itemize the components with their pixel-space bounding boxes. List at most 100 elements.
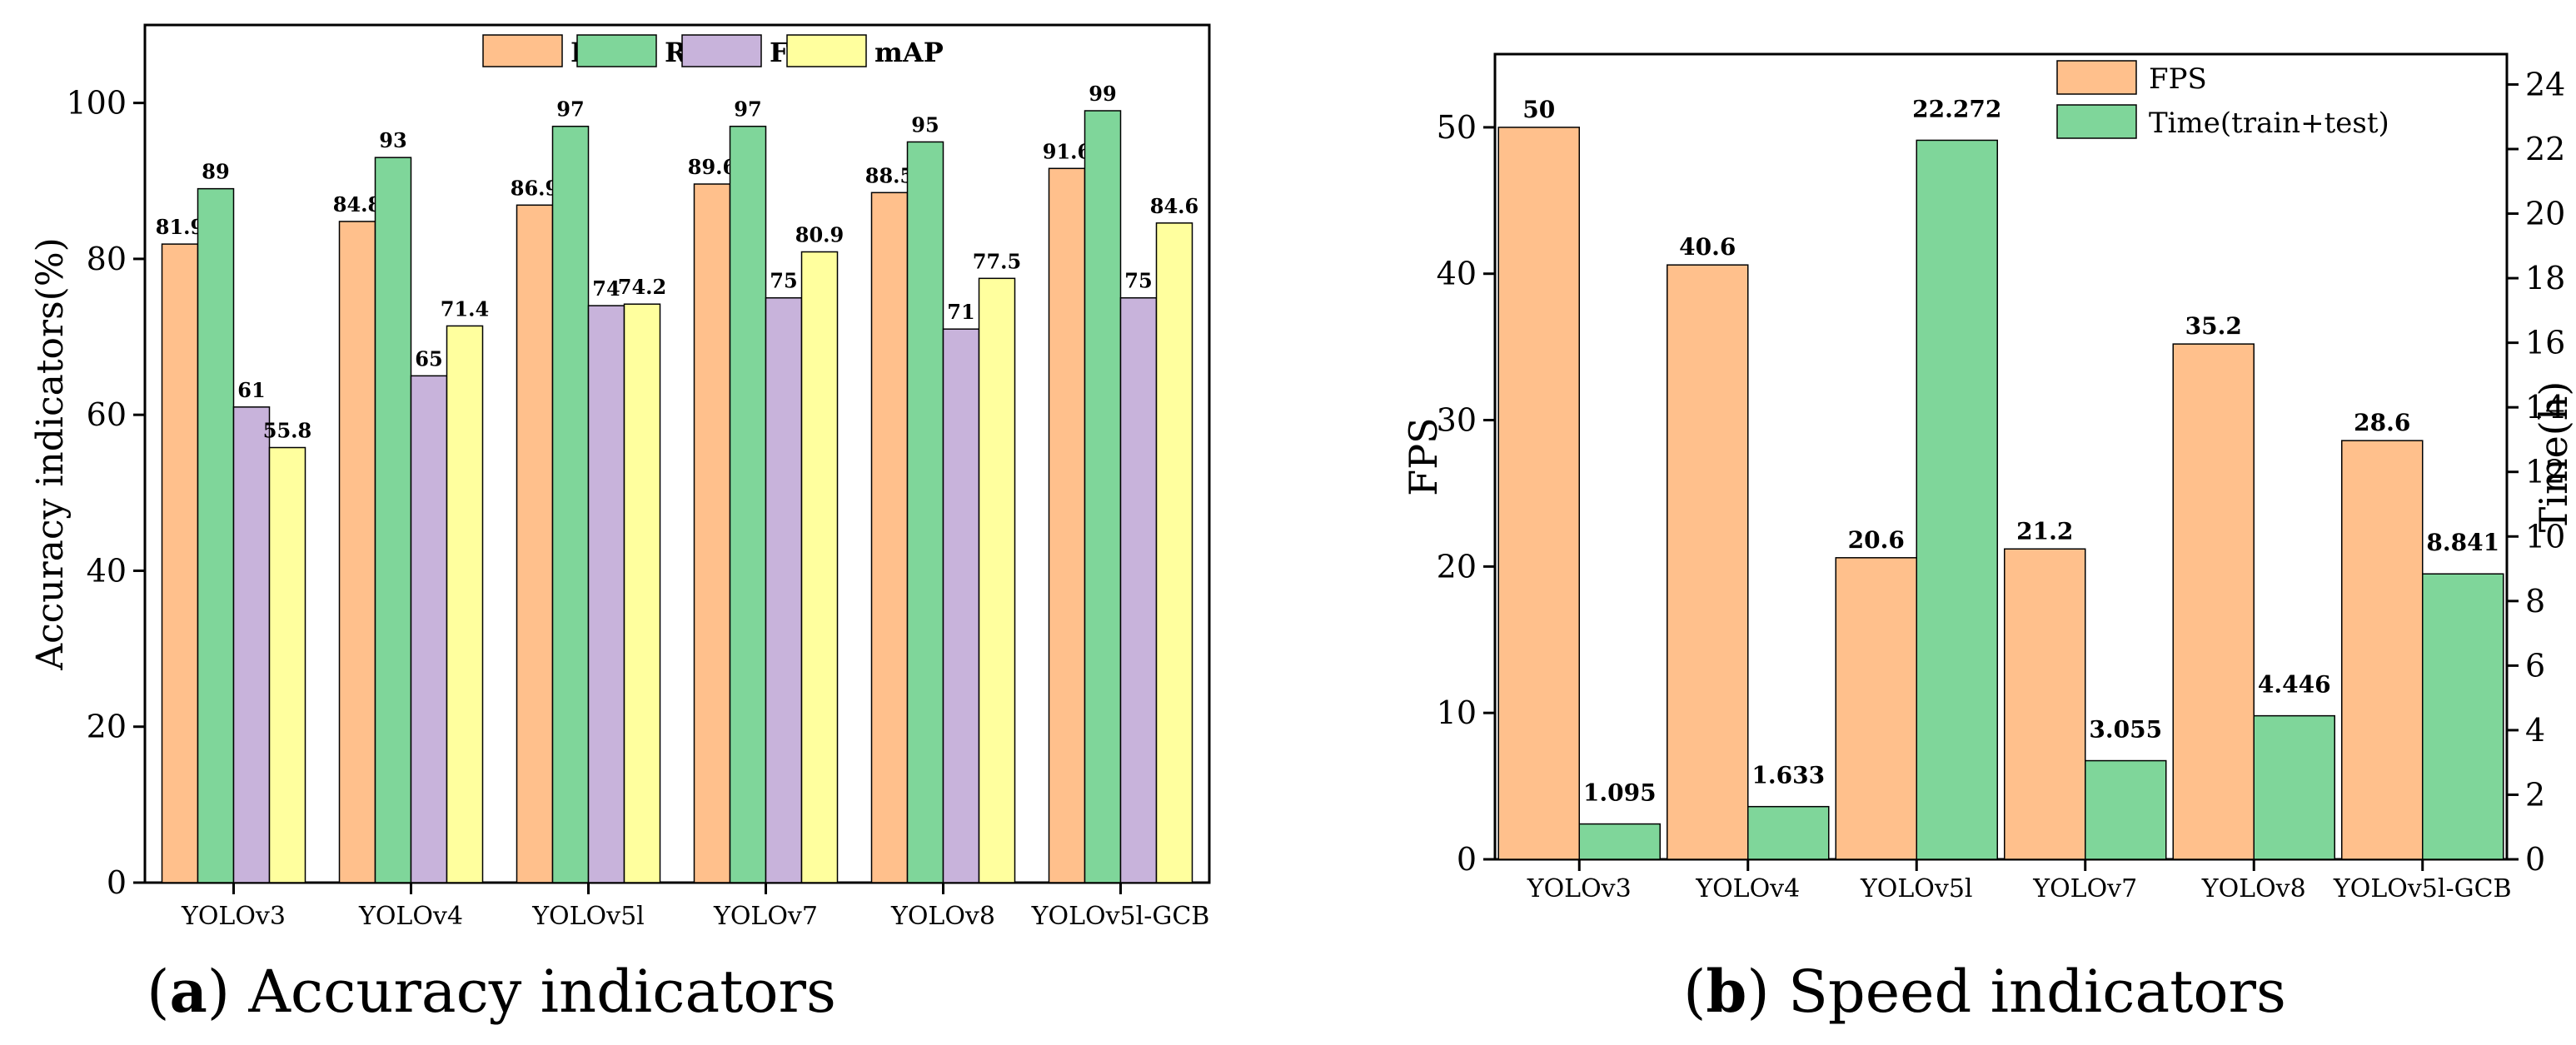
data-label-f1-yolov3: 61 xyxy=(237,378,265,402)
data-label-fps-yolov4: 40.6 xyxy=(1679,233,1736,261)
y-axis-label: Accuracy indicators(%) xyxy=(29,237,72,671)
bar-fps-yolov8 xyxy=(2172,343,2255,860)
data-label-fps-yolov5l-gcb: 28.6 xyxy=(2354,409,2410,436)
bar-f1-yolov4 xyxy=(410,375,448,883)
data-label-p-yolov3: 81.9 xyxy=(156,215,204,239)
bar-r-yolov5l-gcb xyxy=(1084,110,1122,883)
data-label-r-yolov4: 93 xyxy=(379,128,406,152)
data-label-p-yolov4: 84.8 xyxy=(333,192,381,216)
data-label-map-yolov8: 77.5 xyxy=(973,249,1021,273)
y-tick-label: 100 xyxy=(66,85,127,122)
bar-map-yolov7 xyxy=(800,251,839,883)
bar-r-yolov8 xyxy=(906,141,944,883)
data-label-fps-yolov8: 35.2 xyxy=(2185,312,2242,340)
x-tick-label-yolov3: YOLOv3 xyxy=(1527,874,1632,903)
y-tick-label: 50 xyxy=(1437,109,1477,146)
x-tick-label-yolov5l-gcb: YOLOv5l-GCB xyxy=(2333,874,2512,903)
caption-a-text: Accuracy indicators xyxy=(230,958,836,1026)
x-tick-label-yolov7: YOLOv7 xyxy=(2032,874,2137,903)
bar-fps-yolov5l xyxy=(1835,557,1917,860)
y-tick-label: 60 xyxy=(87,396,127,433)
bar-p-yolov5l xyxy=(516,204,554,883)
bar-r-yolov4 xyxy=(374,157,412,883)
bar-map-yolov5l xyxy=(623,303,661,883)
data-label-f1-yolov5l-gcb: 75 xyxy=(1124,269,1152,293)
bar-time-yolov8 xyxy=(2253,714,2335,860)
x-tick-label-yolov5l: YOLOv5l xyxy=(531,902,645,931)
y2-tick-label: 10 xyxy=(2525,518,2565,555)
data-label-time-yolov5l-gcb: 8.841 xyxy=(2426,529,2499,556)
y2-tick-label: 16 xyxy=(2525,325,2565,361)
y-tick-label: 20 xyxy=(87,709,127,745)
data-label-p-yolov7: 89.6 xyxy=(688,155,736,179)
y-tick-label: 30 xyxy=(1437,402,1477,439)
bar-fps-yolov3 xyxy=(1497,127,1580,860)
y2-tick-label: 6 xyxy=(2525,647,2545,684)
data-label-r-yolov7: 97 xyxy=(734,97,761,122)
y-tick-label: 40 xyxy=(1437,256,1477,292)
data-label-map-yolov4: 71.4 xyxy=(441,296,489,321)
legend: FPS Time(train+test) xyxy=(2056,60,2389,140)
bar-map-yolov8 xyxy=(978,277,1016,883)
data-label-r-yolov5l: 97 xyxy=(556,97,584,122)
data-label-p-yolov5l: 86.9 xyxy=(511,176,559,200)
data-label-r-yolov3: 89 xyxy=(202,160,229,184)
bar-time-yolov5l-gcb xyxy=(2422,573,2504,860)
plot-frame xyxy=(1493,52,2509,861)
legend-swatch-r xyxy=(576,34,657,67)
data-label-f1-yolov4: 65 xyxy=(415,346,442,371)
bar-p-yolov8 xyxy=(870,192,909,883)
data-label-f1-yolov8: 71 xyxy=(947,300,974,324)
legend-label-map: mAP xyxy=(874,37,944,68)
data-label-map-yolov7: 80.9 xyxy=(795,222,844,246)
y2-tick-label: 18 xyxy=(2525,260,2565,296)
y2-tick-label: 24 xyxy=(2525,66,2565,102)
data-label-r-yolov8: 95 xyxy=(911,112,939,137)
bar-time-yolov4 xyxy=(1747,805,1830,860)
bar-p-yolov4 xyxy=(338,221,376,883)
caption-a-letter: a xyxy=(169,957,207,1026)
y2-tick-label: 0 xyxy=(2525,841,2545,878)
legend-swatch-p xyxy=(482,34,563,67)
legend-label-time: Time(train+test) xyxy=(2149,107,2389,140)
y2-axis-label: Time(h) xyxy=(2531,381,2576,533)
bar-f1-yolov7 xyxy=(765,296,803,883)
y2-tick-label: 14 xyxy=(2525,389,2565,425)
bar-fps-yolov4 xyxy=(1667,264,1749,860)
bar-time-yolov5l xyxy=(1916,139,1998,860)
bar-fps-yolov5l-gcb xyxy=(2341,440,2424,860)
y2-tick-label: 22 xyxy=(2525,131,2565,167)
bar-r-yolov7 xyxy=(729,125,767,883)
x-tick-label-yolov3: YOLOv3 xyxy=(181,902,286,931)
x-tick-label-yolov8: YOLOv8 xyxy=(2201,874,2306,903)
y-tick-label: 0 xyxy=(107,864,127,901)
y-tick-label: 40 xyxy=(87,552,127,589)
x-tick-label-yolov4: YOLOv4 xyxy=(358,902,463,931)
accuracy-chart: 0 20 40 60 80 100 Accuracy indicators(%) YOLOv3… xyxy=(29,23,1211,931)
bar-time-yolov3 xyxy=(1578,823,1661,860)
caption-b: (b) Speed indicators xyxy=(1683,957,2286,1026)
data-label-fps-yolov5l: 20.6 xyxy=(1848,526,1905,554)
bar-map-yolov3 xyxy=(268,446,306,883)
data-label-r-yolov5l-gcb: 99 xyxy=(1089,82,1116,106)
x-tick-label-yolov7: YOLOv7 xyxy=(713,902,818,931)
bar-r-yolov5l xyxy=(551,125,590,883)
legend-swatch-fps xyxy=(2056,60,2137,95)
y2-tick-label: 12 xyxy=(2525,454,2565,490)
x-tick-label-yolov5l-gcb: YOLOv5l-GCB xyxy=(1031,902,1210,931)
bar-r-yolov3 xyxy=(197,187,235,883)
y2-tick-label: 8 xyxy=(2525,583,2545,620)
y-tick-label: 20 xyxy=(1437,548,1477,585)
x-tick-label-yolov5l: YOLOv5l xyxy=(1860,874,1973,903)
y-tick-label: 0 xyxy=(1457,841,1477,878)
data-label-map-yolov5l: 74.2 xyxy=(618,275,666,299)
data-label-fps-yolov7: 21.2 xyxy=(2016,517,2073,545)
data-label-f1-yolov7: 75 xyxy=(770,269,797,293)
bar-p-yolov3 xyxy=(161,243,199,883)
bar-p-yolov5l-gcb xyxy=(1048,167,1086,883)
data-label-fps-yolov3: 50 xyxy=(1522,96,1555,123)
bar-map-yolov5l-gcb xyxy=(1155,222,1193,883)
bar-f1-yolov5l-gcb xyxy=(1119,296,1158,883)
